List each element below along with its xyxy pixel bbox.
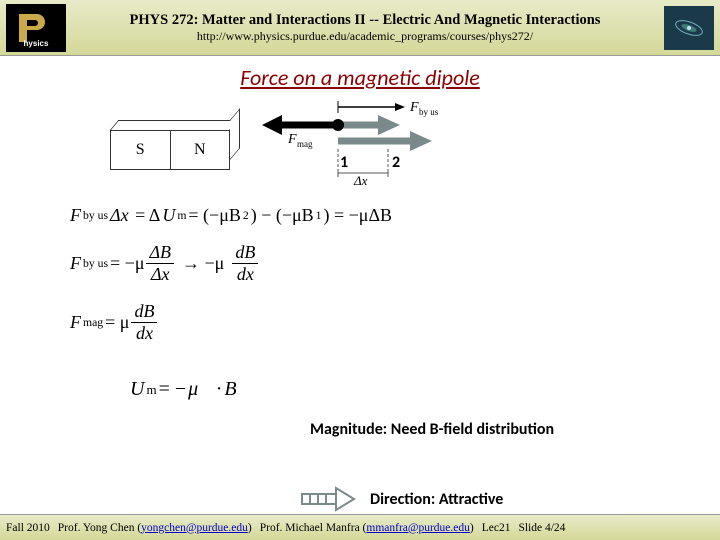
footer-prof1: Prof. Yong Chen ( [58,522,141,534]
footer-prof2-end: ) [470,522,474,534]
content-area: S N F by us F mag [0,115,720,401]
galaxy-icon [669,10,709,46]
eq1-mid: ) − (−μB [251,205,314,226]
footer-term: Fall 2010 [6,522,50,534]
svg-text:hysics: hysics [24,39,49,48]
label-2: 2 [392,153,400,172]
eq3-frac: dBdx [131,301,157,344]
eq4-eq: = − [159,378,187,401]
eq1-eq: = Δ [131,205,161,226]
label-1: 1 [340,153,348,172]
arrows-svg: F by us F mag Δx [260,95,460,185]
eq1-dx: Δx [110,205,129,226]
annotation-magnitude: Magnitude: Need B-field distribution [310,420,554,439]
eq4-Usub: m [146,382,156,398]
footer-email2-link[interactable]: mmanfra@purdue.edu [366,522,470,534]
eq2-frac2: dBdx [232,242,258,285]
eq4-B: B⃗ [224,378,252,401]
equation-3: Fmag = μ dBdx [70,301,720,344]
eq4-U: U [130,378,144,401]
equations: Fby us Δx = ΔUm = (−μB2 ) − (−μB1 ) = −μ… [70,205,720,401]
svg-text:mag: mag [297,139,313,149]
course-title: PHYS 272: Matter and Interactions II -- … [72,12,658,29]
eq2-Fsub: by us [83,257,108,270]
eq1-rhs1: = (−μB [188,205,240,226]
eq2-eq: = −μ [110,253,144,274]
eq4-mu: μ⃗ [188,378,214,401]
equation-1: Fby us Δx = ΔUm = (−μB2 ) − (−μB1 ) = −μ… [70,205,720,226]
annotation-direction: Direction: Attractive [370,490,503,509]
p-physics-icon: hysics [9,6,63,50]
pole-s: S [111,131,170,169]
equation-2: Fby us = −μ ΔBΔx → −μ dBdx [70,242,720,285]
footer-lecture: Lec21 [482,522,511,534]
eq1-Usub: m [177,209,186,222]
eq3-F: F [70,312,81,333]
svg-text:F: F [409,100,419,115]
eq1-end: ) = −μΔB [324,205,393,226]
svg-text:F: F [287,132,297,147]
svg-text:Δx: Δx [353,173,368,185]
eq1-F: F [70,205,81,226]
eq2-frac1: ΔBΔx [146,242,174,285]
eq1-b2: 2 [243,209,249,222]
eq2-arrow: → −μ [182,253,224,274]
galaxy-logo [664,6,714,50]
equation-4: Um = − μ⃗ · B⃗ [130,378,720,401]
course-url: http://www.physics.purdue.edu/academic_p… [72,29,658,44]
footer-prof2: Prof. Michael Manfra ( [260,522,367,534]
eq1-Fsub: by us [83,209,108,222]
footer-email1-link[interactable]: yongchen@purdue.edu [141,522,248,534]
eq3-Fsub: mag [83,316,103,329]
purdue-logo: hysics [6,4,66,52]
direction-arrow-icon [300,485,356,513]
force-arrows: F by us F mag Δx [270,115,450,185]
slide-title: Force on a magnetic dipole [0,64,720,91]
eq3-eq: = μ [105,312,129,333]
eq1-U: U [162,205,175,226]
header-text: PHYS 272: Matter and Interactions II -- … [72,12,658,44]
magnet-diagram: S N F by us F mag [0,115,720,185]
magnet-3d: S N [110,130,230,170]
footer-prof1-end: ) [248,522,252,534]
eq2-F: F [70,253,81,274]
header-bar: hysics PHYS 272: Matter and Interactions… [0,0,720,56]
svg-text:by us: by us [419,107,439,117]
eq4-dot: · [216,378,223,401]
eq1-b1: 1 [316,209,322,222]
footer-bar: Fall 2010 Prof. Yong Chen (yongchen@purd… [0,514,720,540]
footer-slide: Slide 4/24 [518,522,565,534]
pole-n: N [171,131,230,169]
